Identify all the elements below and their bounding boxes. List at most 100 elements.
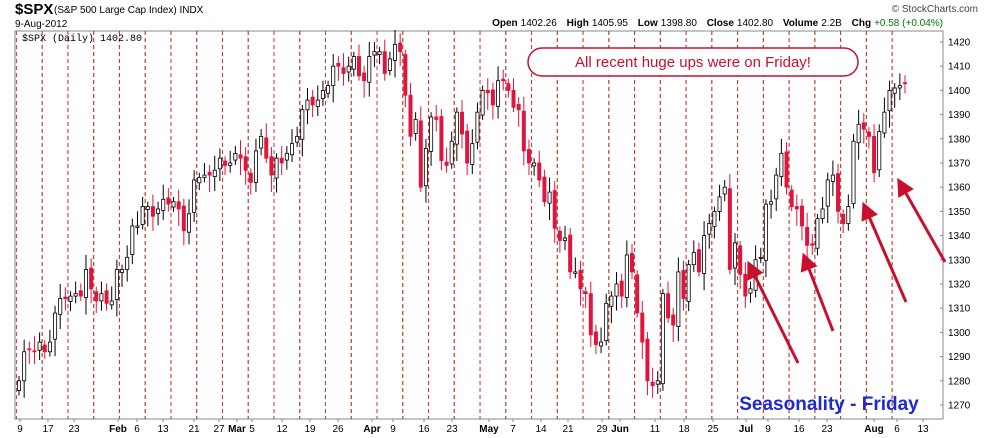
candle-body (573, 271, 578, 274)
x-tick-label: Jul (739, 424, 754, 435)
candle-body (27, 348, 32, 351)
candle-body (604, 302, 609, 342)
candle-body (460, 111, 464, 135)
candle-body (526, 149, 531, 164)
candle-body (217, 157, 222, 170)
close-label: Close (706, 18, 734, 29)
candle-body (372, 51, 377, 56)
candle-body (238, 154, 243, 159)
x-tick-label: 13 (157, 424, 169, 435)
candle-body (537, 162, 542, 181)
candle-body (666, 293, 671, 319)
candle-body (331, 65, 336, 86)
candle-body (228, 162, 233, 166)
candle-body (799, 205, 804, 227)
candle-body (516, 104, 521, 111)
open-value: 1402.26 (520, 18, 557, 29)
candle-body (42, 344, 47, 353)
annotation-callout: All recent huge ups were on Friday! (527, 47, 859, 77)
candle-body (784, 151, 789, 188)
candle-body (480, 90, 485, 116)
x-tick-label: 17 (42, 424, 54, 435)
chart-symbol: $SPX (15, 1, 54, 18)
candle-body (279, 157, 284, 164)
y-tick-label: 1300 (948, 328, 971, 339)
candle-body (738, 245, 743, 275)
candle-body (568, 234, 573, 273)
y-tick-label: 1400 (948, 86, 971, 97)
candle-body (712, 210, 717, 227)
y-tick-label: 1410 (948, 62, 971, 73)
x-tick-label: May (479, 424, 499, 435)
candle-body (686, 264, 691, 302)
x-tick-label: Mar (228, 424, 246, 435)
candle-body (156, 208, 161, 214)
candle-body (166, 197, 171, 205)
candle-body (269, 156, 274, 176)
candle-body (820, 208, 825, 220)
open-label: Open (492, 18, 518, 29)
candle-body (532, 162, 537, 167)
candle-body (645, 338, 650, 382)
candle-body (810, 243, 815, 246)
candle-body (629, 253, 634, 273)
candle-body (454, 111, 459, 145)
candle-body (377, 51, 382, 55)
candle-body (253, 150, 258, 183)
candle-body (150, 206, 155, 217)
annotation-box (527, 47, 859, 77)
candle-body (408, 94, 413, 137)
y-tick-label: 1330 (948, 255, 971, 266)
candle-body (32, 350, 37, 353)
candle-body (501, 78, 506, 82)
candle-body (465, 130, 470, 164)
candle-body (763, 203, 768, 261)
candle-body (660, 293, 665, 385)
candle-body (496, 80, 501, 107)
x-tick-label: 23 (821, 424, 833, 435)
candle-body (722, 186, 727, 195)
candle-body (259, 135, 264, 149)
candle-body (578, 270, 583, 290)
candle-body (387, 58, 392, 71)
candle-body (320, 90, 325, 100)
candle-body (557, 230, 562, 241)
candle-body (89, 267, 94, 290)
candle-body (73, 293, 78, 297)
x-tick-label: 9 (390, 424, 396, 435)
candle-body (861, 122, 866, 130)
x-tick-label: 6 (134, 424, 140, 435)
candle-body (114, 269, 119, 300)
candle-body (563, 237, 568, 241)
x-tick-label: 25 (707, 424, 719, 435)
candle-body (58, 298, 63, 315)
candle-body (887, 90, 892, 112)
low-label: Low (637, 18, 658, 29)
candle-body (120, 269, 125, 273)
candle-body (171, 201, 176, 208)
x-tick-label: 5 (249, 424, 255, 435)
candle-body (17, 380, 21, 391)
candle-body (176, 201, 181, 210)
candle-body (609, 295, 614, 307)
candle-body (846, 206, 851, 224)
candle-body (794, 206, 799, 210)
candle-body (727, 188, 732, 270)
candle-body (382, 51, 387, 74)
candle-body (748, 288, 753, 294)
x-tick-label: 7 (510, 424, 516, 435)
candle-body (696, 249, 701, 273)
candle-body (815, 218, 820, 249)
y-tick-label: 1370 (948, 159, 971, 170)
candle-body (351, 56, 356, 70)
candle-body (897, 85, 902, 89)
candle-body (197, 177, 202, 184)
quote-bar: Open 1402.26 High 1405.95 Low 1398.80 Close… (492, 18, 950, 29)
y-tick-label: 1350 (948, 207, 971, 218)
candle-body (192, 179, 197, 213)
y-tick-label: 1380 (948, 134, 971, 145)
candle-body (691, 252, 696, 266)
plot-area (14, 30, 944, 420)
candle-body (851, 140, 856, 205)
